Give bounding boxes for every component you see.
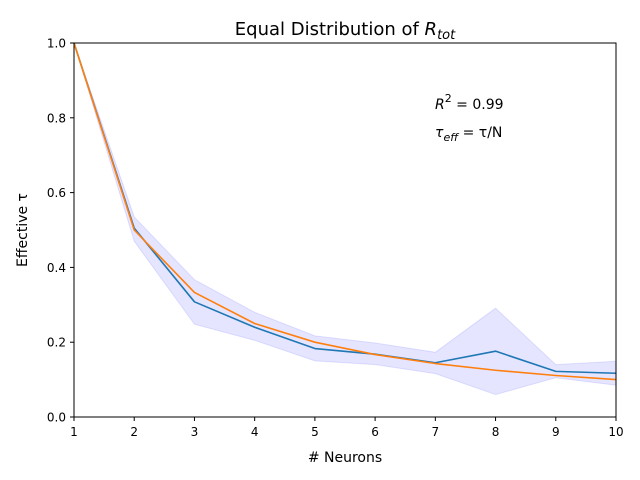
- r-squared-value: = 0.99: [452, 97, 504, 113]
- x-tick-label: 10: [608, 425, 623, 439]
- y-tick-label: 1.0: [47, 37, 66, 51]
- x-tick-label: 7: [432, 425, 440, 439]
- chart-title: Equal Distribution of Rtot: [235, 19, 456, 43]
- tau-eff-annotation: τeff = τ/N: [435, 125, 502, 144]
- y-tick-label: 0.6: [47, 186, 66, 200]
- x-axis-ticks: 1 2 3 4 5 6 7 8 9 10: [70, 417, 624, 439]
- series-line-1: [73, 42, 617, 375]
- x-tick-label: 9: [552, 425, 560, 439]
- x-tick-label: 3: [191, 425, 199, 439]
- y-axis-ticks: 0.0 0.2 0.4 0.6 0.8 1.0: [47, 37, 74, 425]
- x-tick-label: 4: [251, 425, 259, 439]
- chart-title-sub: tot: [437, 28, 456, 43]
- x-tick-label: 5: [311, 425, 319, 439]
- y-tick-label: 0.0: [47, 411, 66, 425]
- y-tick-label: 0.2: [47, 336, 66, 350]
- tau-eff-formula: = τ/N: [458, 125, 502, 141]
- x-tick-label: 1: [70, 425, 78, 439]
- y-tick-label: 0.8: [47, 111, 66, 125]
- y-axis-label: Effective τ: [15, 193, 31, 267]
- r-squared-sup: 2: [445, 92, 452, 105]
- r-squared-annotation: R2 = 0.99: [435, 92, 504, 113]
- chart-title-var: R: [425, 19, 438, 40]
- x-axis-label: # Neurons: [308, 450, 382, 466]
- x-tick-label: 8: [492, 425, 500, 439]
- tau-eff-sub: eff: [443, 131, 459, 144]
- x-tick-label: 6: [371, 425, 379, 439]
- r-squared-var: R: [435, 97, 445, 113]
- tau-eff-var: τ: [435, 125, 444, 141]
- series-line-2: [73, 42, 617, 381]
- y-tick-label: 0.4: [47, 261, 66, 275]
- chart-title-main: Equal Distribution of: [235, 19, 425, 40]
- series-layer: [73, 42, 617, 381]
- plot-frame: [73, 42, 617, 418]
- x-tick-label: 2: [130, 425, 138, 439]
